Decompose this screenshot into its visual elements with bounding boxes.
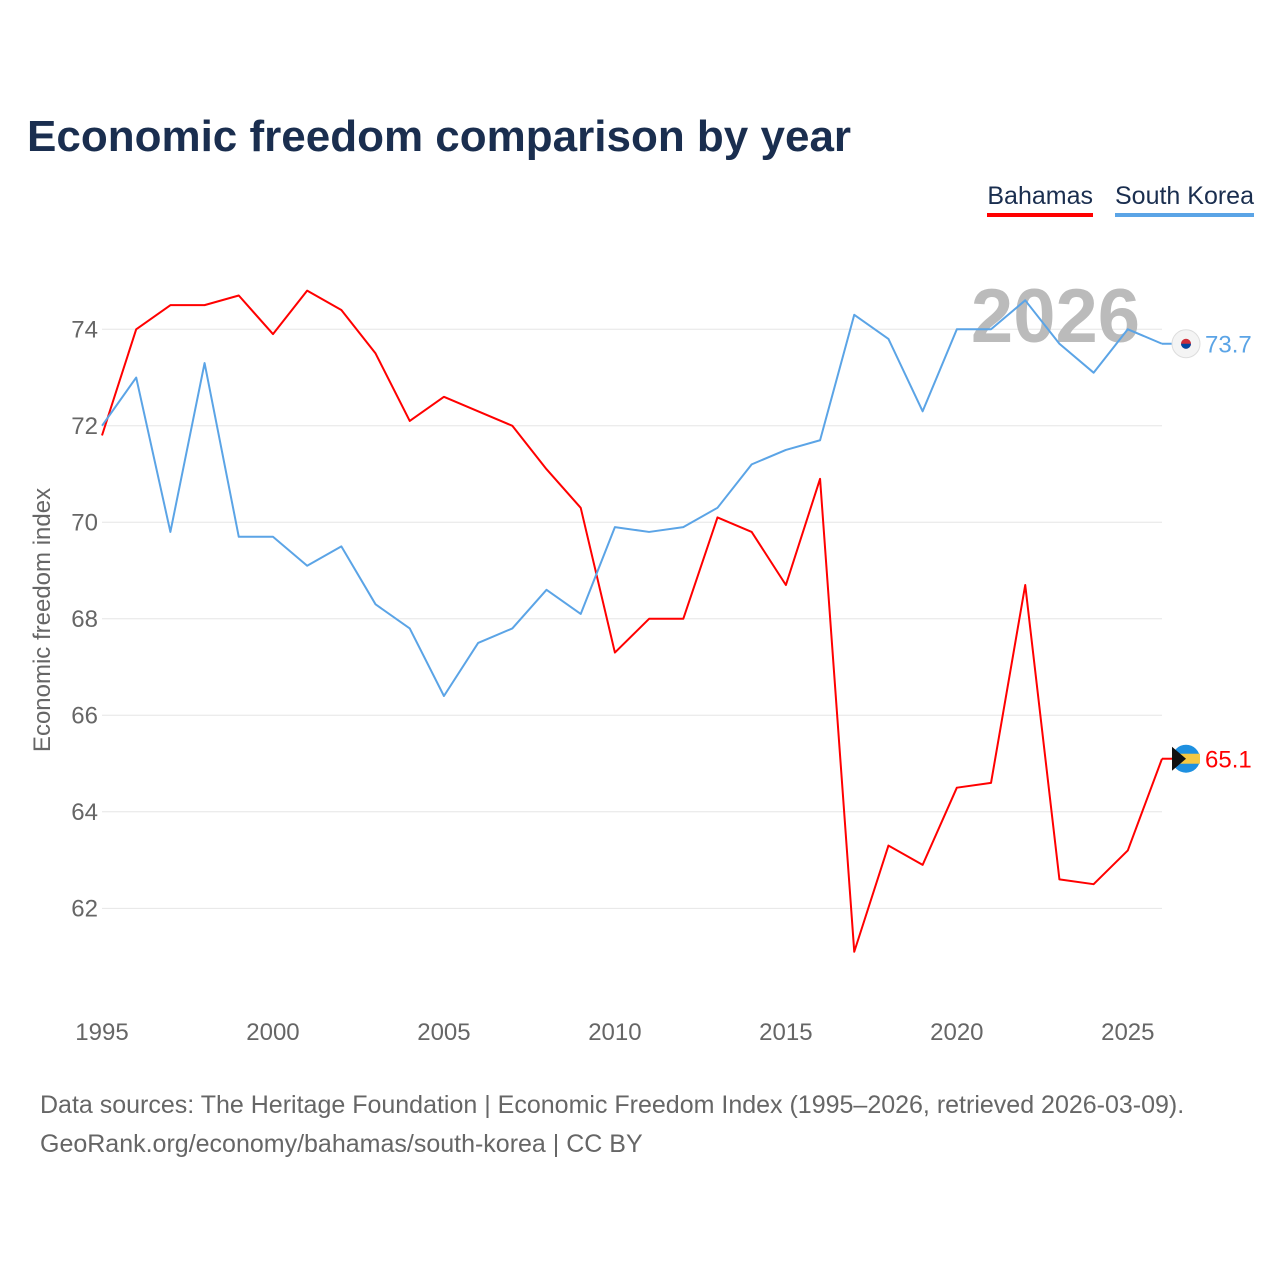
- x-tick-label: 2005: [417, 1019, 470, 1046]
- end-value-label: 73.7: [1205, 332, 1252, 359]
- series-line-bahamas[interactable]: [101, 289, 1163, 953]
- legend-south-korea[interactable]: South Korea: [1115, 182, 1254, 217]
- y-tick-label: 66: [71, 702, 98, 729]
- chart-title: Economic freedom comparison by year: [27, 112, 852, 161]
- legend: Bahamas South Korea: [987, 182, 1254, 217]
- year-watermark: 2026: [971, 274, 1140, 359]
- y-tick-label: 72: [71, 413, 98, 440]
- source-note: Data sources: The Heritage Foundation | …: [40, 1086, 1184, 1164]
- x-tick-label: 2010: [588, 1019, 641, 1046]
- series-line-south-korea[interactable]: [101, 299, 1163, 697]
- y-tick-label: 74: [71, 316, 98, 343]
- y-tick-label: 68: [71, 606, 98, 633]
- x-tick-label: 2000: [246, 1019, 299, 1046]
- x-tick-label: 2020: [930, 1019, 983, 1046]
- x-tick-label: 2025: [1101, 1019, 1154, 1046]
- y-axis-label: Economic freedom index: [29, 488, 56, 752]
- source-line-1: Data sources: The Heritage Foundation | …: [40, 1091, 1185, 1119]
- bahamas-flag-icon: [1172, 744, 1200, 773]
- x-tick-label: 2015: [759, 1019, 812, 1046]
- x-tick-label: 1995: [75, 1019, 128, 1046]
- legend-bahamas[interactable]: Bahamas: [987, 182, 1093, 217]
- south-korea-flag-icon: [1171, 329, 1201, 359]
- y-tick-label: 64: [71, 799, 98, 826]
- y-tick-label: 70: [71, 509, 98, 536]
- source-line-2[interactable]: GeoRank.org/economy/bahamas/south-korea …: [40, 1130, 643, 1158]
- y-tick-label: 62: [71, 895, 98, 922]
- end-value-label: 65.1: [1205, 747, 1252, 774]
